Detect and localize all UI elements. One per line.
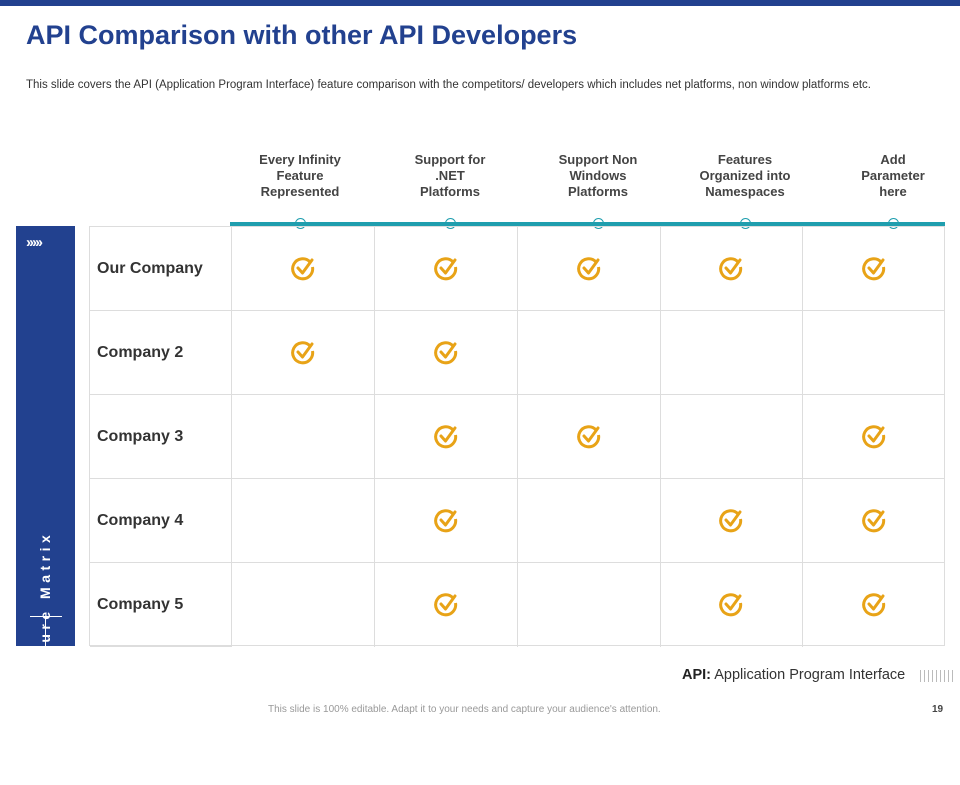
decor-line	[45, 616, 46, 646]
matrix-cell	[232, 227, 375, 311]
row-label: Company 4	[90, 479, 232, 563]
legend: API: Application Program Interface	[682, 667, 905, 683]
header-timeline-line	[230, 222, 945, 226]
matrix-cell	[375, 395, 518, 479]
chevrons-icon: ›››››	[26, 234, 43, 251]
sidebar-panel: ››››› Web API Feature Matrix	[16, 226, 75, 785]
check-circle-icon	[291, 256, 315, 280]
check-circle-icon	[862, 424, 886, 448]
legend-text: Application Program Interface	[714, 667, 906, 683]
top-bar	[0, 0, 960, 6]
column-header-line: Organized into	[699, 168, 791, 183]
column-header-line: Support Non	[558, 152, 638, 167]
matrix-cell	[803, 395, 945, 479]
column-header-line: Platforms	[420, 184, 480, 199]
footer-note: This slide is 100% editable. Adapt it to…	[268, 704, 661, 715]
check-circle-icon	[434, 508, 458, 532]
column-header-line: Represented	[260, 184, 340, 199]
matrix-cell	[660, 479, 803, 563]
page-title: API Comparison with other API Developers	[26, 20, 578, 50]
column-header-line: Namespaces	[705, 184, 785, 199]
matrix-cell	[803, 227, 945, 311]
page-number: 19	[932, 704, 944, 715]
check-circle-icon	[719, 508, 743, 532]
matrix-cell	[232, 479, 375, 563]
row-label: Company 2	[90, 311, 232, 395]
column-header: Support Non Windows Platforms	[533, 152, 663, 200]
column-header-line: Feature	[276, 168, 324, 183]
matrix-cell	[375, 563, 518, 647]
matrix-cell	[803, 563, 945, 647]
matrix-cell	[518, 227, 661, 311]
row-label: Company 5	[90, 563, 232, 647]
column-header-line: Add	[880, 152, 906, 167]
check-circle-icon	[862, 593, 886, 617]
column-header: Every Infinity Feature Represented	[235, 152, 365, 200]
check-circle-icon	[719, 256, 743, 280]
feature-matrix-table: Our Company Company 2 Company 3 Company 4 Co…	[89, 226, 945, 647]
matrix-cell	[660, 563, 803, 647]
matrix-cell	[518, 395, 661, 479]
column-header-line: here	[879, 184, 907, 199]
column-header-line: Parameter	[861, 168, 925, 183]
matrix-cell	[375, 227, 518, 311]
check-circle-icon	[434, 340, 458, 364]
row-label: Our Company	[90, 227, 232, 311]
column-header-line: Features	[717, 152, 773, 167]
decor-line	[30, 616, 62, 617]
legend-abbr: API:	[682, 667, 711, 683]
matrix-cell	[803, 311, 945, 395]
column-header-line: Support for	[414, 152, 486, 167]
matrix-cell	[660, 311, 803, 395]
column-header: Add Parameter here	[828, 152, 958, 200]
matrix-cell	[232, 311, 375, 395]
check-circle-icon	[862, 256, 886, 280]
matrix-cell	[660, 227, 803, 311]
check-circle-icon	[291, 340, 315, 364]
check-circle-icon	[434, 593, 458, 617]
check-circle-icon	[434, 256, 458, 280]
column-header: Features Organized into Namespaces	[680, 152, 810, 200]
matrix-cell	[518, 479, 661, 563]
check-circle-icon	[434, 424, 458, 448]
matrix-cell	[232, 395, 375, 479]
matrix-cell	[375, 479, 518, 563]
matrix-cell	[803, 479, 945, 563]
column-header-line: Windows	[569, 168, 627, 183]
row-label: Company 3	[90, 395, 232, 479]
check-circle-icon	[862, 508, 886, 532]
decor-stripes	[920, 670, 956, 682]
page-subtitle: This slide covers the API (Application P…	[26, 79, 872, 91]
check-circle-icon	[577, 424, 601, 448]
matrix-cell	[375, 311, 518, 395]
matrix-cell	[518, 311, 661, 395]
check-circle-icon	[577, 256, 601, 280]
matrix-cell	[660, 395, 803, 479]
column-header-line: Platforms	[568, 184, 628, 199]
column-header-line: .NET	[435, 168, 465, 183]
sidebar-label: Web API Feature Matrix	[37, 530, 53, 785]
column-header-line: Every Infinity	[259, 152, 341, 167]
check-circle-icon	[719, 593, 743, 617]
matrix-cell	[232, 563, 375, 647]
column-header: Support for .NET Platforms	[385, 152, 515, 200]
matrix-cell	[518, 563, 661, 647]
